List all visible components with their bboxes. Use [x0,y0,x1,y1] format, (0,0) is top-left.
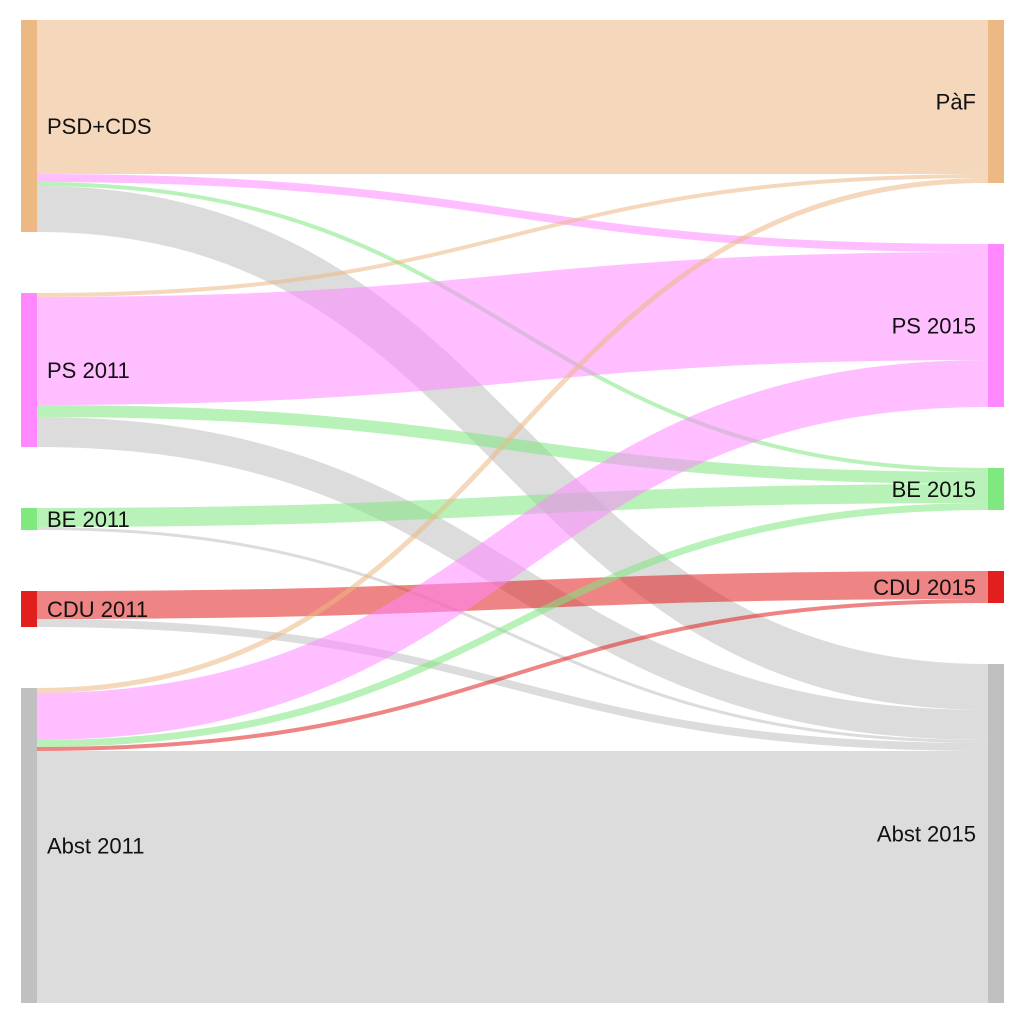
node-ps_2015 [988,244,1004,407]
label-ps_2015: PS 2015 [892,314,976,339]
node-labels: PSD+CDS PS 2011 BE 2011 CDU 2011 Abst 2011 Pà… [47,90,976,859]
node-be_2011 [21,508,37,530]
label-abst_2011: Abst 2011 [47,834,144,859]
label-cdu_2011: CDU 2011 [47,597,148,622]
label-ps_2011: PS 2011 [47,358,130,383]
flow-abst_2011-to-paf_2015 [36,178,989,693]
label-be_2015: BE 2015 [892,477,976,502]
node-cdu_2015 [988,571,1004,603]
label-abst_2015: Abst 2015 [877,822,976,847]
node-be_2015 [988,468,1004,510]
flow-psd_cds_2011-to-ps_2015 [36,174,989,252]
node-psd_cds_2011 [21,20,37,232]
node-ps_2011 [21,293,37,447]
flow-be_2011-to-abst_2015 [36,527,989,743]
flow-abst_2011-to-cdu_2015 [36,599,989,751]
label-cdu_2015: CDU 2015 [873,575,976,600]
flow-cdu_2011-to-cdu_2015 [36,571,989,619]
flow-ps_2011-to-paf_2015 [36,174,989,297]
flow-cdu_2011-to-abst_2015 [36,619,989,751]
nodes [21,20,1004,1003]
flow-abst_2011-to-ps_2015 [36,360,989,740]
label-psd_cds_2011: PSD+CDS [47,114,152,139]
flow-links [36,19,989,1004]
flow-ps_2011-to-ps_2015 [36,252,989,405]
node-cdu_2011 [21,591,37,627]
label-be_2011: BE 2011 [47,507,130,532]
node-abst_2015 [988,664,1004,1003]
flow-ps_2011-to-be_2015 [36,405,989,484]
flow-be_2011-to-be_2015 [36,484,989,527]
flow-abst_2011-to-be_2015 [36,503,989,747]
node-abst_2011 [21,688,37,1003]
label-paf_2015: PàF [936,90,976,115]
node-paf_2015 [988,20,1004,183]
